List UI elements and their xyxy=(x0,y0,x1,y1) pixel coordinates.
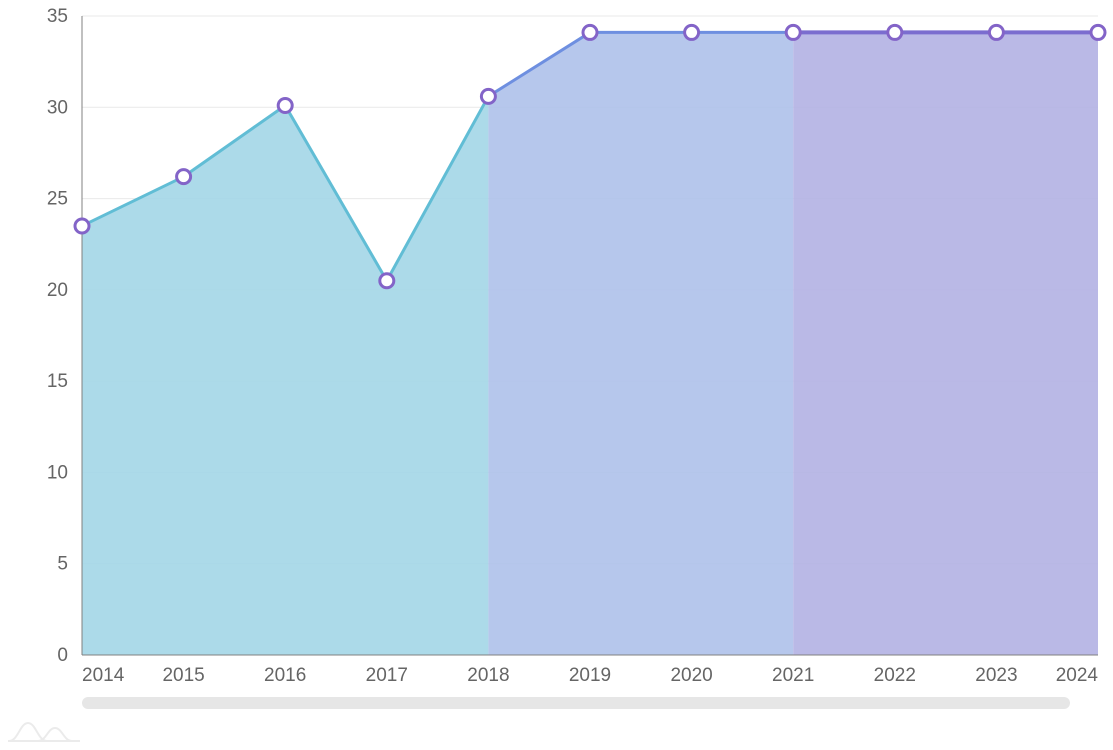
data-point[interactable] xyxy=(685,25,699,39)
x-tick-label: 2023 xyxy=(975,665,1017,686)
y-tick-label: 0 xyxy=(57,645,68,666)
data-point[interactable] xyxy=(177,170,191,184)
data-point[interactable] xyxy=(380,274,394,288)
chart-svg: 0 5 10 15 20 25 30 35 2014 2015 2016 2017 2018 2019 20… xyxy=(0,0,1113,750)
x-tick-label: 2022 xyxy=(874,665,916,686)
x-tick-label: 2020 xyxy=(670,665,712,686)
data-point[interactable] xyxy=(888,25,902,39)
x-tick-label: 2014 xyxy=(82,665,125,686)
data-point[interactable] xyxy=(278,98,292,112)
y-tick-label: 35 xyxy=(47,6,68,27)
y-tick-label: 10 xyxy=(47,462,68,483)
y-tick-label: 25 xyxy=(47,189,68,210)
area-segment xyxy=(488,32,793,655)
x-tick-label: 2017 xyxy=(366,665,408,686)
y-tick-label: 20 xyxy=(47,280,68,301)
chart-watermark-icon xyxy=(8,716,82,744)
x-tick-label: 2016 xyxy=(264,665,306,686)
data-point[interactable] xyxy=(786,25,800,39)
y-tick-label: 5 xyxy=(57,554,68,575)
data-point[interactable] xyxy=(583,25,597,39)
area-segment xyxy=(82,96,488,655)
y-tick-label: 30 xyxy=(47,97,68,118)
y-tick-label: 15 xyxy=(47,371,68,392)
x-tick-label: 2015 xyxy=(162,665,204,686)
line-area-chart: 0 5 10 15 20 25 30 35 2014 2015 2016 2017 2018 2019 20… xyxy=(0,0,1113,750)
x-tick-label: 2024 xyxy=(1056,665,1099,686)
x-tick-label: 2019 xyxy=(569,665,611,686)
x-tick-label: 2018 xyxy=(467,665,509,686)
x-tick-label: 2021 xyxy=(772,665,814,686)
data-point[interactable] xyxy=(1091,25,1105,39)
data-point[interactable] xyxy=(989,25,1003,39)
chart-scrollbar[interactable] xyxy=(82,697,1070,709)
data-point[interactable] xyxy=(75,219,89,233)
area-segment xyxy=(793,32,1098,655)
data-point[interactable] xyxy=(481,89,495,103)
